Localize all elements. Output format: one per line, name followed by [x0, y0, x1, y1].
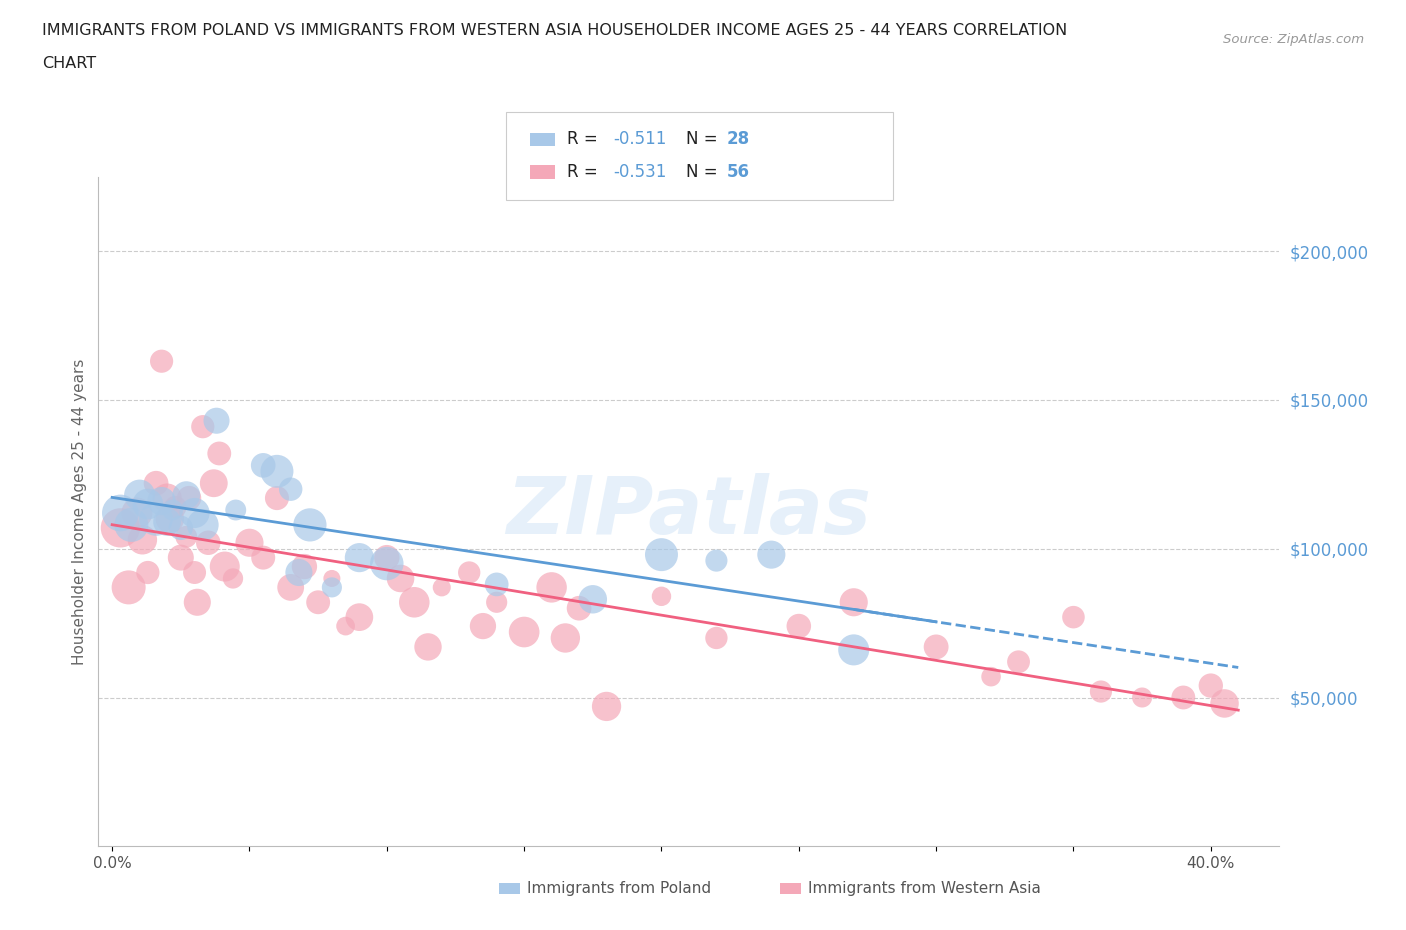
Point: [404, 595, 426, 610]
Point: [650, 547, 672, 562]
Point: [485, 595, 508, 610]
Point: [170, 551, 193, 565]
Point: [145, 512, 167, 526]
Point: [650, 589, 672, 604]
Point: [458, 565, 481, 580]
Point: [540, 580, 562, 595]
Text: R =: R =: [567, 130, 603, 149]
Point: [980, 670, 1002, 684]
Text: -0.511: -0.511: [613, 130, 666, 149]
Point: [842, 643, 865, 658]
Point: [280, 580, 302, 595]
Point: [145, 476, 167, 491]
Point: [288, 565, 311, 580]
Point: [131, 532, 153, 547]
Point: [416, 640, 439, 655]
Point: [170, 521, 193, 536]
Point: [513, 625, 536, 640]
Point: [349, 551, 371, 565]
Text: IMMIGRANTS FROM POLAND VS IMMIGRANTS FROM WESTERN ASIA HOUSEHOLDER INCOME AGES 2: IMMIGRANTS FROM POLAND VS IMMIGRANTS FRO…: [42, 23, 1067, 38]
Point: [335, 618, 357, 633]
Text: -0.531: -0.531: [613, 163, 666, 181]
Point: [159, 512, 181, 526]
Point: [162, 502, 184, 517]
Point: [225, 502, 247, 517]
Point: [176, 487, 198, 502]
Point: [485, 577, 508, 591]
Point: [595, 699, 617, 714]
Point: [238, 536, 260, 551]
Point: [125, 506, 148, 521]
Point: [294, 559, 316, 574]
Point: [266, 464, 288, 479]
Point: [117, 580, 139, 595]
Text: R =: R =: [567, 163, 603, 181]
Point: [252, 551, 274, 565]
Point: [156, 491, 179, 506]
Point: [568, 601, 591, 616]
Point: [761, 547, 783, 562]
Text: Source: ZipAtlas.com: Source: ZipAtlas.com: [1223, 33, 1364, 46]
Point: [842, 595, 865, 610]
Text: ZIPatlas: ZIPatlas: [506, 472, 872, 551]
Point: [110, 521, 132, 536]
Point: [375, 551, 398, 565]
Point: [321, 580, 343, 595]
Point: [349, 610, 371, 625]
Point: [191, 419, 214, 434]
Point: [582, 591, 605, 606]
Text: CHART: CHART: [42, 56, 96, 71]
Text: N =: N =: [686, 130, 723, 149]
Point: [1007, 655, 1029, 670]
Point: [280, 482, 302, 497]
Point: [183, 506, 205, 521]
Point: [136, 497, 159, 512]
Point: [307, 595, 329, 610]
Text: Immigrants from Western Asia: Immigrants from Western Asia: [808, 881, 1042, 896]
Point: [1199, 678, 1222, 693]
Point: [177, 491, 200, 506]
Text: N =: N =: [686, 163, 723, 181]
Point: [252, 458, 274, 472]
Point: [1213, 696, 1236, 711]
Point: [554, 631, 576, 645]
Point: [1062, 610, 1084, 625]
Text: 28: 28: [727, 130, 749, 149]
Point: [165, 499, 187, 514]
Point: [222, 571, 245, 586]
Text: Immigrants from Poland: Immigrants from Poland: [527, 881, 711, 896]
Point: [214, 559, 236, 574]
Point: [202, 476, 225, 491]
Point: [430, 580, 453, 595]
Point: [120, 517, 142, 532]
Point: [706, 553, 728, 568]
Point: [298, 517, 321, 532]
Point: [186, 595, 208, 610]
Point: [375, 556, 398, 571]
Point: [150, 353, 173, 368]
Point: [1090, 684, 1112, 699]
Point: [197, 536, 219, 551]
Point: [1173, 690, 1195, 705]
Point: [208, 446, 231, 461]
Point: [321, 571, 343, 586]
Point: [787, 618, 810, 633]
Point: [1130, 690, 1153, 705]
Point: [176, 529, 198, 544]
Point: [266, 491, 288, 506]
Point: [183, 565, 205, 580]
Point: [471, 618, 494, 633]
Point: [205, 413, 228, 428]
Point: [136, 565, 159, 580]
Point: [156, 514, 179, 529]
Point: [706, 631, 728, 645]
Point: [925, 640, 948, 655]
Point: [128, 487, 150, 502]
Y-axis label: Householder Income Ages 25 - 44 years: Householder Income Ages 25 - 44 years: [72, 358, 87, 665]
Point: [191, 517, 214, 532]
Point: [150, 494, 173, 509]
Point: [110, 506, 132, 521]
Point: [389, 571, 412, 586]
Text: 56: 56: [727, 163, 749, 181]
